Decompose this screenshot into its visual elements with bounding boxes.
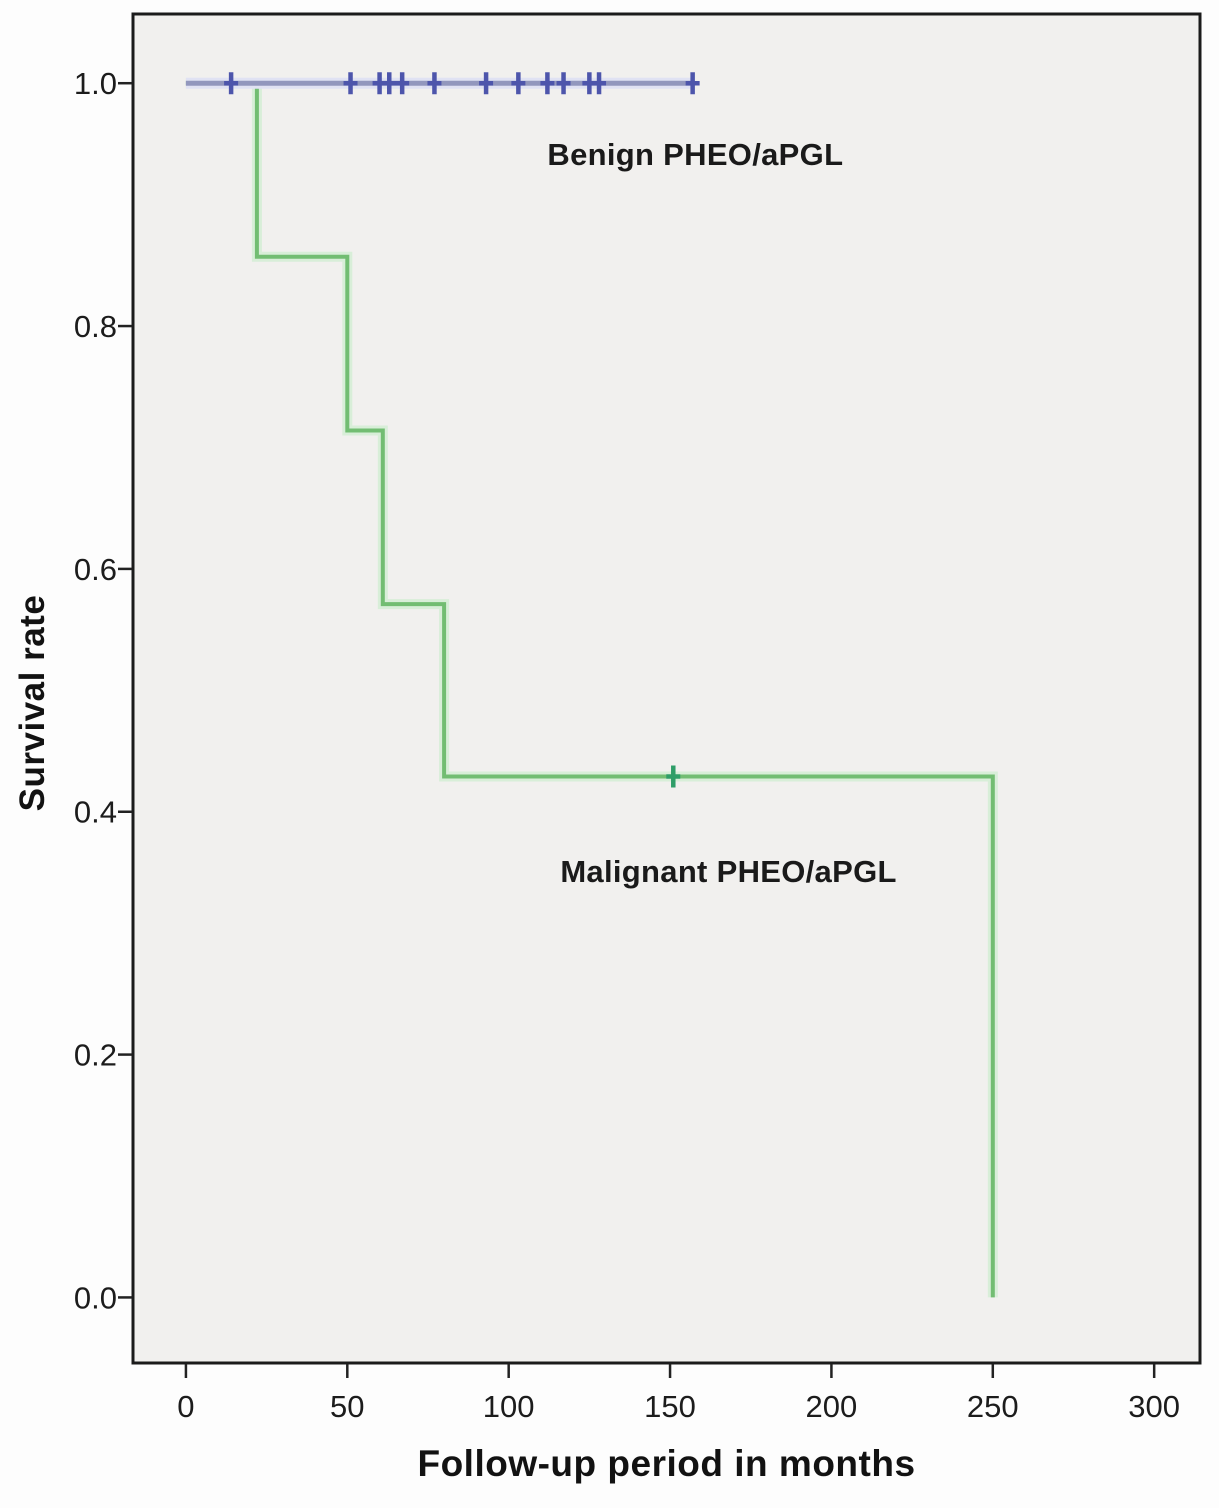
benign-series-label: Benign PHEO/aPGL (547, 136, 844, 172)
censor-mark-benign (540, 72, 555, 95)
censor-mark-benign (427, 72, 442, 95)
y-tick-label: 0.8 (74, 309, 117, 344)
censor-mark-benign (685, 72, 700, 95)
x-tick-label: 300 (1128, 1389, 1180, 1424)
y-tick-label: 0.4 (74, 795, 117, 830)
censor-mark-benign (511, 72, 526, 95)
x-tick-label: 250 (967, 1389, 1019, 1424)
censor-mark-benign (556, 72, 571, 95)
malignant-series-label: Malignant PHEO/aPGL (560, 854, 897, 890)
censor-mark-malignant (666, 765, 681, 788)
x-axis-title: Follow-up period in months (417, 1443, 916, 1484)
x-tick-label: 50 (330, 1389, 364, 1424)
censor-mark-benign (224, 72, 239, 95)
y-tick-label: 0.2 (74, 1038, 117, 1073)
x-tick-label: 150 (644, 1389, 696, 1424)
censor-mark-benign (382, 72, 397, 95)
censor-mark-benign (479, 72, 494, 95)
censor-mark-benign (395, 72, 410, 95)
y-tick-label: 0.0 (74, 1280, 117, 1315)
survival-curve-malignant (185, 81, 995, 1298)
plot-area (133, 14, 1200, 1363)
censor-mark-benign (592, 72, 607, 95)
x-tick-label: 0 (177, 1389, 194, 1424)
y-tick-label: 1.0 (74, 66, 117, 101)
x-tick-label: 100 (483, 1389, 535, 1424)
x-tick-label: 200 (806, 1389, 858, 1424)
plot-border (131, 12, 1202, 1365)
censor-mark-benign (343, 72, 358, 95)
y-axis-title: Survival rate (13, 594, 52, 812)
y-tick-label: 0.6 (74, 552, 117, 587)
